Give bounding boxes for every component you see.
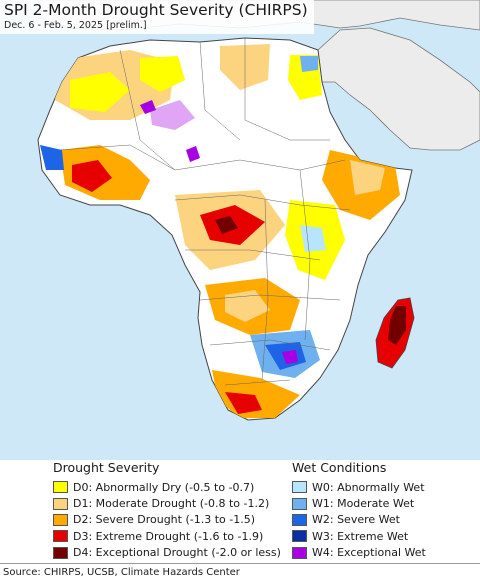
source-credit: Source: CHIRPS, UCSB, Climate Hazards Ce… <box>0 563 480 580</box>
legend-swatch-w3 <box>292 530 307 543</box>
legend: Drought Severity D0: Abnormally Dry (-0.… <box>0 460 480 562</box>
legend-item-w3: W3: Extreme Wet <box>292 528 426 544</box>
legend-swatch-d3 <box>53 530 68 543</box>
drought-map: SPI 2-Month Drought Severity (CHIRPS) De… <box>0 0 480 460</box>
legend-item-d3: D3: Extreme Drought (-1.6 to -1.9) <box>53 528 281 544</box>
country-borders <box>59 38 351 386</box>
legend-label-d4: D4: Exceptional Drought (-2.0 or less) <box>73 546 281 560</box>
legend-label-d1: D1: Moderate Drought (-0.8 to -1.2) <box>73 497 270 511</box>
map-subtitle: Dec. 6 - Feb. 5, 2025 [prelim.] <box>4 20 147 31</box>
legend-item-w2: W2: Severe Wet <box>292 512 426 528</box>
legend-swatch-d2 <box>53 513 68 526</box>
madagascar-core <box>388 306 406 345</box>
legend-label-w0: W0: Abnormally Wet <box>312 480 425 494</box>
legend-label-d3: D3: Extreme Drought (-1.6 to -1.9) <box>73 529 264 543</box>
legend-label-w3: W3: Extreme Wet <box>312 529 409 543</box>
legend-swatch-d0 <box>53 481 68 494</box>
legend-label-w2: W2: Severe Wet <box>312 513 400 527</box>
legend-label-w4: W4: Exceptional Wet <box>312 546 426 560</box>
legend-swatch-d4 <box>53 546 68 559</box>
legend-label-d0: D0: Abnormally Dry (-0.5 to -0.7) <box>73 480 255 494</box>
legend-item-w4: W4: Exceptional Wet <box>292 545 426 561</box>
legend-swatch-d1 <box>53 497 68 510</box>
legend-drought-heading: Drought Severity <box>53 460 160 475</box>
legend-label-w1: W1: Moderate Wet <box>312 497 415 511</box>
legend-wet-heading: Wet Conditions <box>292 460 387 475</box>
legend-item-d0: D0: Abnormally Dry (-0.5 to -0.7) <box>53 479 281 495</box>
legend-drought-column: Drought Severity D0: Abnormally Dry (-0.… <box>53 460 281 561</box>
legend-swatch-w1 <box>292 497 307 510</box>
legend-swatch-w0 <box>292 481 307 494</box>
legend-item-w1: W1: Moderate Wet <box>292 495 426 511</box>
legend-swatch-w2 <box>292 513 307 526</box>
legend-item-d1: D1: Moderate Drought (-0.8 to -1.2) <box>53 495 281 511</box>
title-box: SPI 2-Month Drought Severity (CHIRPS) De… <box>0 0 314 34</box>
legend-item-d2: D2: Severe Drought (-1.3 to -1.5) <box>53 512 281 528</box>
arabia-landmass <box>317 27 480 151</box>
legend-wet-column: Wet Conditions W0: Abnormally Wet W1: Mod… <box>292 460 426 561</box>
legend-item-w0: W0: Abnormally Wet <box>292 479 426 495</box>
africa-map-graphic <box>37 0 480 421</box>
legend-swatch-w4 <box>292 546 307 559</box>
legend-item-d4: D4: Exceptional Drought (-2.0 or less) <box>53 545 281 561</box>
map-title: SPI 2-Month Drought Severity (CHIRPS) <box>4 1 308 19</box>
legend-label-d2: D2: Severe Drought (-1.3 to -1.5) <box>73 513 256 527</box>
